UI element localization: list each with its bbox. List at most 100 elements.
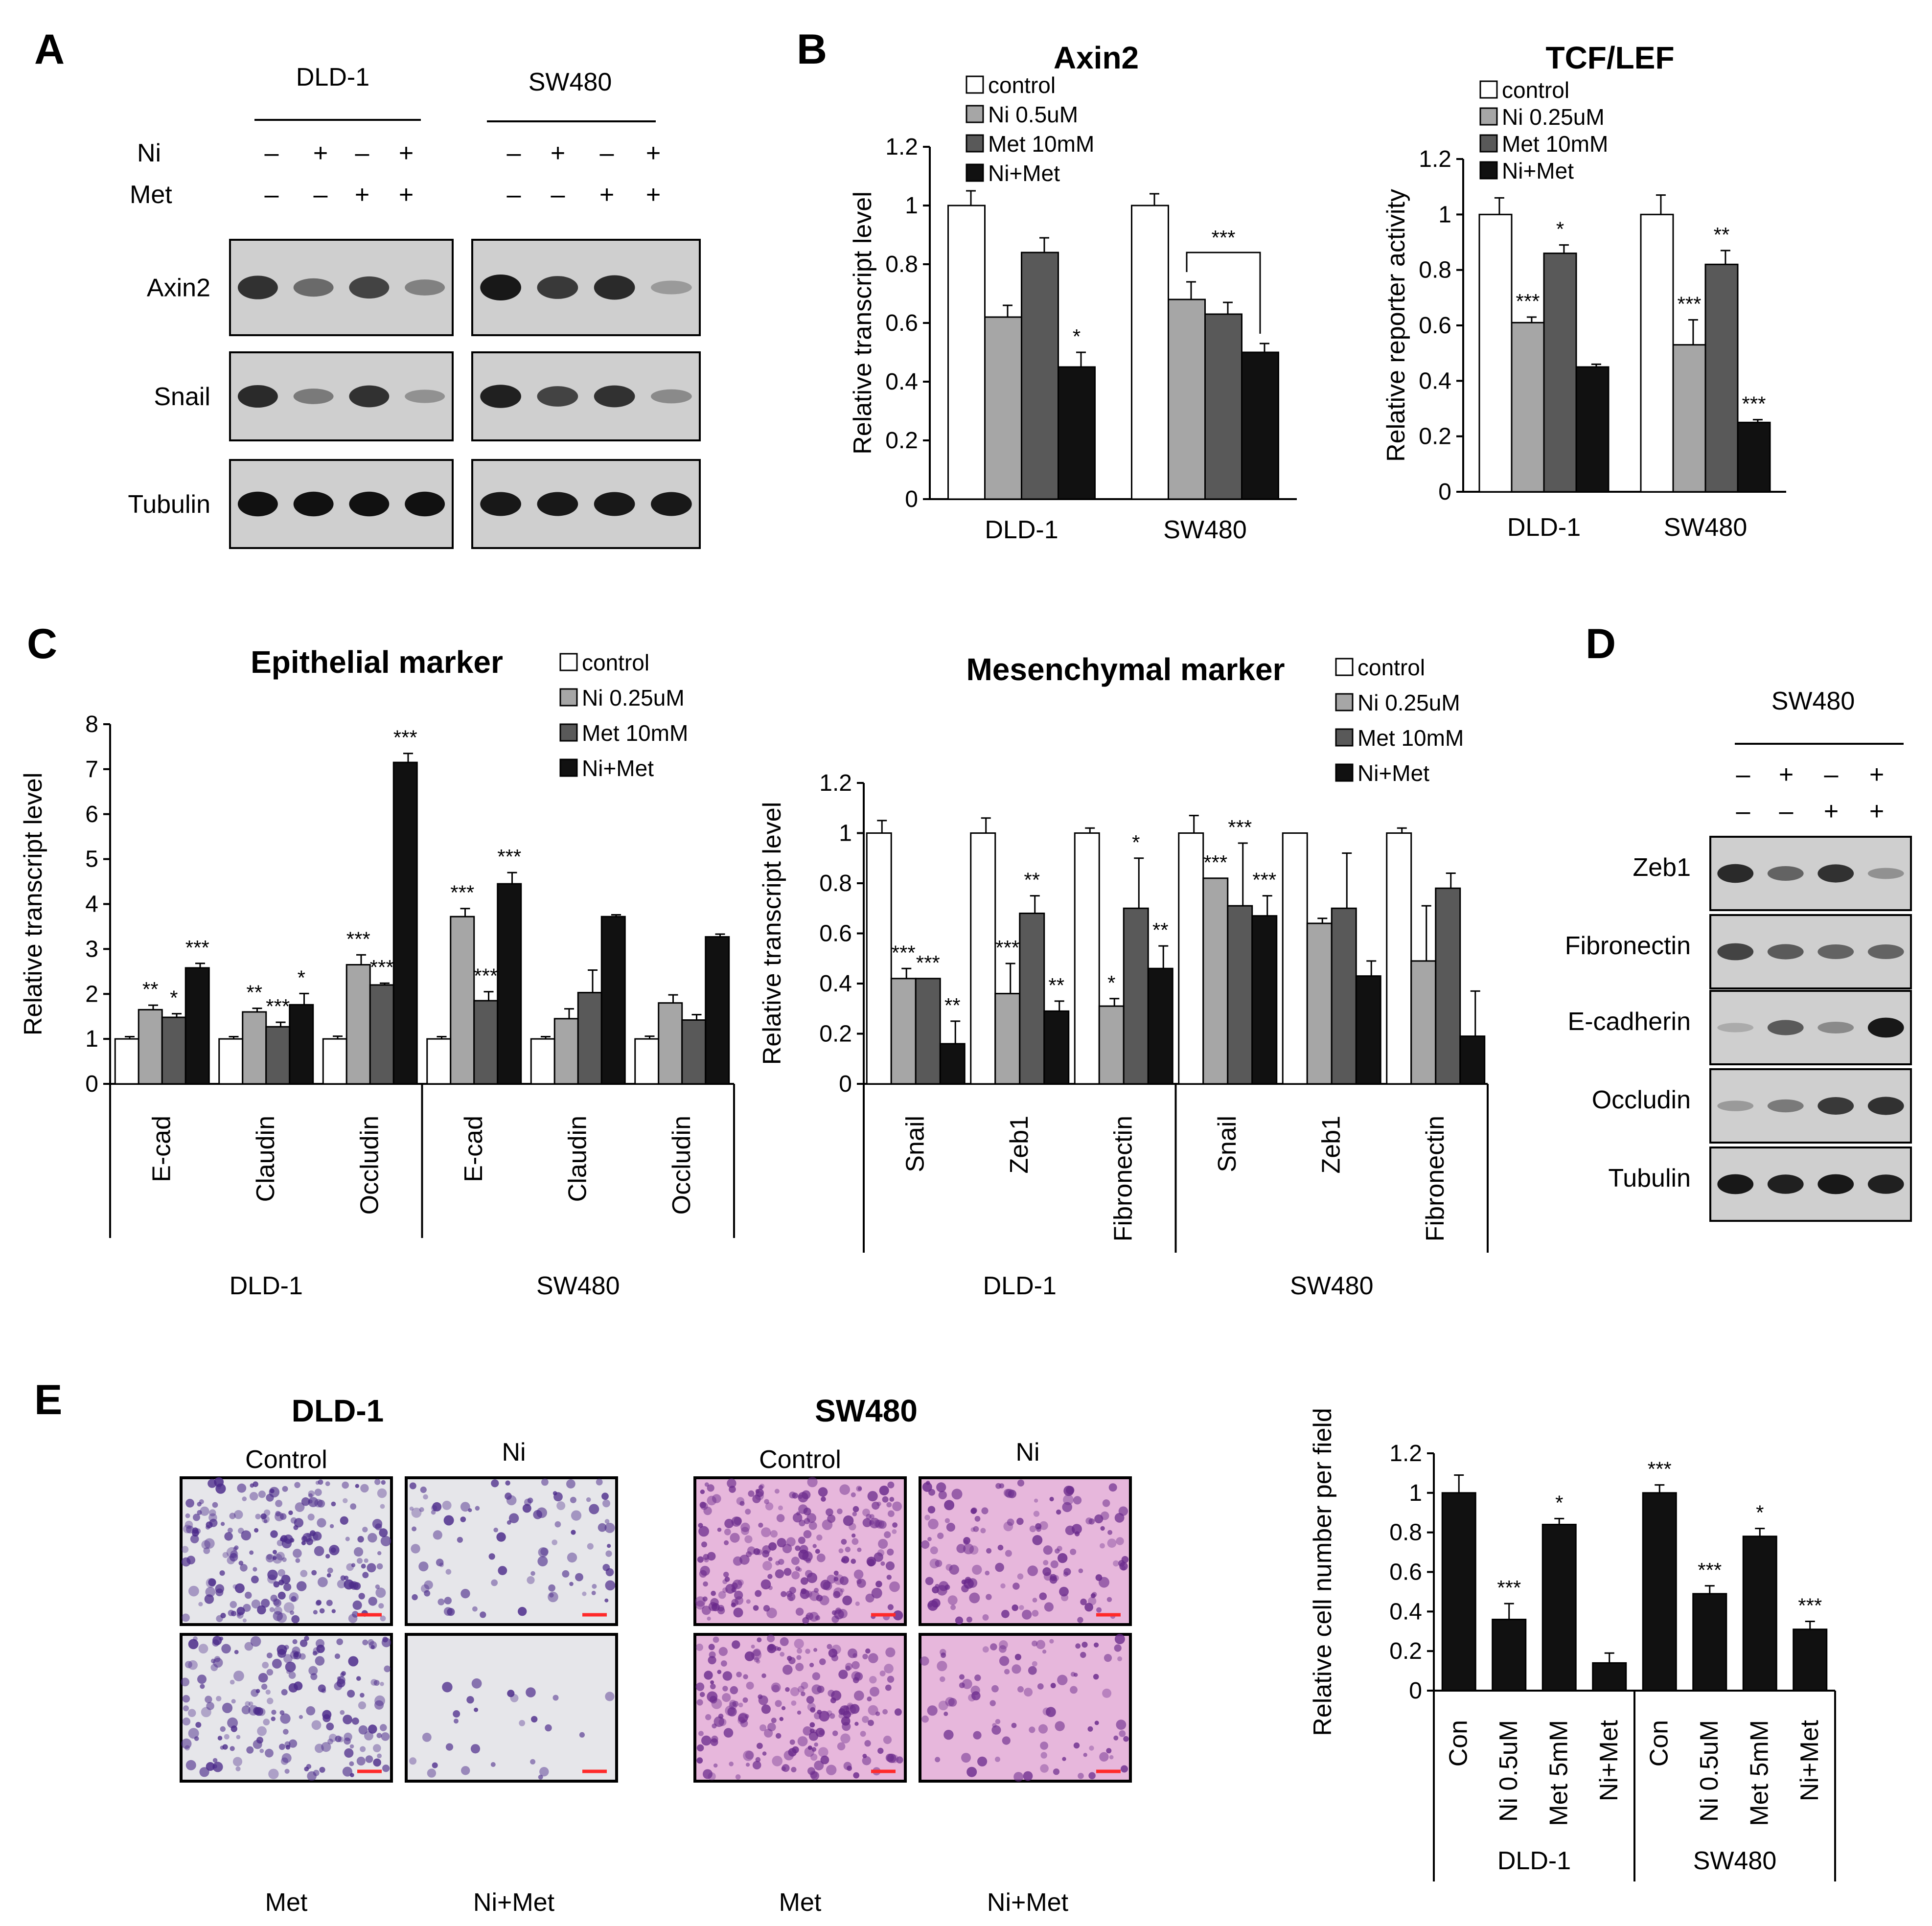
stained-cell <box>538 1774 543 1780</box>
panel-b-axin2-chart: Axin2 0 0.2 0.4 0.6 0.8 1 1.2 Relative transcri… <box>849 40 1297 544</box>
stained-cell <box>1050 1683 1056 1689</box>
stained-cell <box>827 1514 836 1523</box>
stained-cell <box>1090 1593 1096 1599</box>
stained-cell <box>1080 1598 1087 1605</box>
stained-cell <box>539 1767 549 1777</box>
stained-cell <box>741 1527 749 1536</box>
stained-cell <box>315 1743 324 1753</box>
x-tick-label: SW480 <box>1163 516 1247 544</box>
stained-cell <box>868 1705 878 1716</box>
cell-line-label: SW480 <box>1290 1272 1374 1300</box>
x-tick-label: Con <box>1444 1720 1472 1766</box>
stained-cell <box>866 1513 872 1520</box>
bar <box>600 916 626 1085</box>
axin2-title: Axin2 <box>1054 40 1139 75</box>
stained-cell <box>265 1689 271 1695</box>
bar <box>705 936 730 1085</box>
stained-cell <box>216 1696 222 1701</box>
bar <box>915 978 941 1085</box>
stained-cell <box>701 1605 711 1615</box>
stained-cell <box>798 1504 808 1514</box>
blot-d-1-band <box>1817 944 1854 959</box>
blot-d-0-band <box>1867 868 1904 879</box>
y-tick-label: 1 <box>839 821 852 847</box>
stained-cell <box>1121 1765 1128 1773</box>
stained-cell <box>712 1723 717 1729</box>
y-tick-label: 5 <box>85 847 98 872</box>
significance-label: *** <box>1698 1559 1722 1582</box>
stained-cell <box>1113 1560 1119 1567</box>
stained-cell <box>950 1605 956 1610</box>
bar <box>970 832 996 1085</box>
stained-cell <box>811 1684 822 1695</box>
stained-cell <box>1036 1640 1046 1650</box>
stained-cell <box>605 1568 614 1577</box>
stained-cell <box>261 1515 270 1523</box>
stained-cell <box>763 1605 770 1612</box>
ni-sign: + <box>1869 760 1884 789</box>
stained-cell <box>840 1588 845 1593</box>
stained-cell <box>938 1700 948 1711</box>
stained-cell <box>321 1688 326 1694</box>
stained-cell <box>283 1583 292 1591</box>
stained-cell <box>925 1577 934 1585</box>
stained-cell <box>989 1700 996 1706</box>
stained-cell <box>184 1661 192 1669</box>
stained-cell <box>526 1687 536 1697</box>
legend-swatch <box>1479 80 1498 99</box>
stained-cell <box>1118 1506 1128 1516</box>
stained-cell <box>279 1513 287 1520</box>
stained-cell <box>703 1769 713 1779</box>
stained-cell <box>973 1731 982 1740</box>
stained-cell <box>982 1646 989 1653</box>
stained-cell <box>1049 1496 1054 1502</box>
stained-cell <box>524 1498 531 1506</box>
stained-cell <box>762 1550 770 1558</box>
y-tick-label: 0.8 <box>1389 1520 1422 1546</box>
stained-cell <box>443 1515 454 1526</box>
stained-cell <box>795 1566 801 1571</box>
stained-cell <box>245 1591 252 1599</box>
stained-cell <box>334 1653 341 1659</box>
stained-cell <box>269 1607 275 1612</box>
stained-cell <box>787 1655 792 1661</box>
stained-cell <box>1087 1726 1093 1732</box>
stained-cell <box>758 1694 763 1699</box>
stained-cell <box>877 1747 884 1754</box>
stained-cell <box>373 1744 381 1752</box>
stained-cell <box>327 1739 333 1744</box>
legend-label: control <box>988 72 1056 98</box>
stained-cell <box>748 1490 755 1497</box>
stained-cell <box>1040 1742 1049 1750</box>
stained-cell <box>562 1570 570 1578</box>
stained-cell <box>862 1716 869 1723</box>
stained-cell <box>1073 1496 1082 1505</box>
stained-cell <box>746 1681 754 1690</box>
stained-cell <box>889 1581 900 1592</box>
stained-cell <box>367 1563 376 1573</box>
stained-cell <box>767 1574 773 1579</box>
stained-cell <box>1035 1523 1042 1530</box>
stained-cell <box>788 1748 797 1757</box>
panel-a-western-blot: DLD-1 SW480 Ni Met ––+––+++––+––+++Axin2… <box>128 63 701 549</box>
stained-cell <box>278 1580 284 1585</box>
significance-label: ** <box>246 981 262 1004</box>
stained-cell <box>774 1489 780 1494</box>
stained-cell <box>963 1537 970 1544</box>
stained-cell <box>892 1501 902 1512</box>
stained-cell <box>220 1522 225 1526</box>
bar <box>1386 832 1412 1085</box>
stained-cell <box>253 1481 258 1487</box>
stained-cell <box>849 1523 856 1531</box>
stained-cell <box>970 1508 977 1514</box>
stained-cell <box>234 1545 239 1550</box>
stained-cell <box>360 1693 365 1698</box>
significance-label: ** <box>1152 918 1169 941</box>
stained-cell <box>1083 1753 1087 1757</box>
stained-cell <box>182 1717 191 1726</box>
stained-cell <box>951 1489 963 1500</box>
stained-cell <box>1059 1586 1069 1597</box>
bar <box>1168 298 1206 500</box>
y-axis-label: Relative reporter activity <box>1382 189 1410 462</box>
stained-cell <box>1057 1674 1068 1685</box>
